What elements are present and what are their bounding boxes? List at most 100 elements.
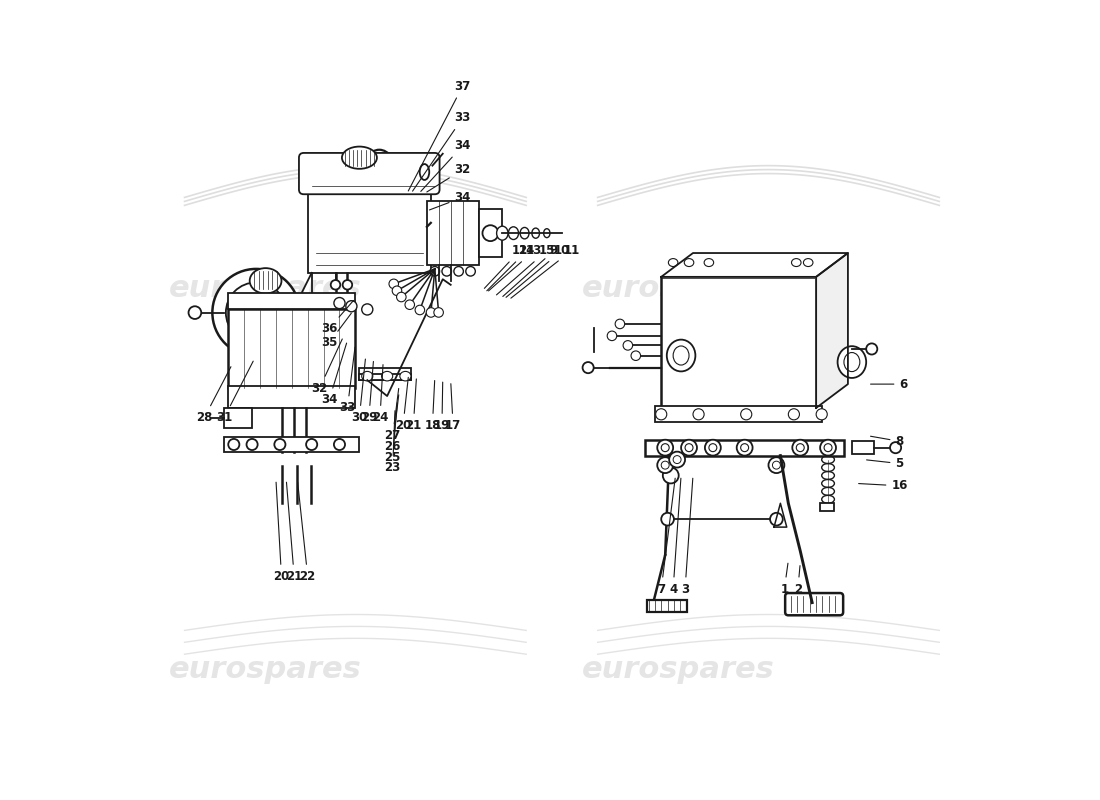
Text: 1: 1 bbox=[780, 563, 789, 595]
Text: 20: 20 bbox=[395, 378, 411, 432]
Text: 30: 30 bbox=[351, 359, 367, 424]
Bar bbox=[308, 190, 431, 273]
Text: 19: 19 bbox=[433, 382, 450, 432]
Bar bbox=[229, 309, 355, 388]
Bar bbox=[229, 293, 355, 309]
Ellipse shape bbox=[342, 146, 377, 169]
Ellipse shape bbox=[837, 346, 866, 378]
Ellipse shape bbox=[426, 308, 436, 318]
Ellipse shape bbox=[334, 298, 345, 309]
Ellipse shape bbox=[663, 467, 679, 483]
Bar bbox=[646, 440, 844, 456]
Polygon shape bbox=[661, 253, 848, 277]
Text: 35: 35 bbox=[321, 314, 351, 350]
Bar bbox=[360, 374, 411, 380]
Bar bbox=[427, 202, 478, 265]
Bar bbox=[360, 368, 411, 380]
Ellipse shape bbox=[331, 280, 340, 290]
Ellipse shape bbox=[708, 444, 717, 452]
Ellipse shape bbox=[685, 444, 693, 452]
Ellipse shape bbox=[532, 228, 539, 238]
Ellipse shape bbox=[393, 286, 402, 295]
Ellipse shape bbox=[770, 513, 783, 526]
Text: 8: 8 bbox=[870, 435, 904, 448]
Text: eurospares: eurospares bbox=[582, 274, 774, 302]
Text: 15: 15 bbox=[496, 244, 556, 295]
Text: 17: 17 bbox=[446, 384, 461, 432]
Ellipse shape bbox=[661, 444, 669, 452]
Ellipse shape bbox=[400, 371, 411, 381]
Bar bbox=[224, 438, 360, 452]
Ellipse shape bbox=[274, 439, 286, 450]
Text: 27: 27 bbox=[385, 389, 400, 442]
Ellipse shape bbox=[583, 362, 594, 373]
Ellipse shape bbox=[226, 282, 286, 342]
Text: eurospares: eurospares bbox=[582, 655, 774, 684]
Ellipse shape bbox=[334, 439, 345, 450]
Ellipse shape bbox=[803, 258, 813, 266]
Ellipse shape bbox=[792, 258, 801, 266]
Text: 7: 7 bbox=[657, 478, 675, 595]
Ellipse shape bbox=[673, 346, 689, 365]
Ellipse shape bbox=[496, 226, 508, 240]
Ellipse shape bbox=[246, 439, 257, 450]
Text: 12: 12 bbox=[484, 244, 528, 288]
Text: 2: 2 bbox=[794, 566, 802, 595]
Ellipse shape bbox=[623, 341, 632, 350]
Ellipse shape bbox=[656, 409, 667, 420]
Text: 16: 16 bbox=[859, 479, 908, 492]
Text: 26: 26 bbox=[385, 395, 400, 453]
Ellipse shape bbox=[615, 319, 625, 329]
Text: 14: 14 bbox=[487, 244, 535, 290]
Ellipse shape bbox=[250, 268, 282, 294]
Ellipse shape bbox=[382, 371, 393, 381]
Ellipse shape bbox=[543, 229, 550, 238]
Ellipse shape bbox=[737, 440, 752, 456]
Text: 21: 21 bbox=[405, 379, 421, 432]
Text: 10: 10 bbox=[506, 244, 570, 298]
Text: 6: 6 bbox=[870, 378, 907, 390]
Ellipse shape bbox=[520, 227, 529, 239]
Ellipse shape bbox=[306, 439, 317, 450]
Text: 24: 24 bbox=[372, 365, 388, 424]
Text: 34: 34 bbox=[421, 139, 471, 191]
Ellipse shape bbox=[693, 409, 704, 420]
Ellipse shape bbox=[673, 456, 681, 463]
Ellipse shape bbox=[483, 226, 498, 241]
Ellipse shape bbox=[454, 266, 463, 276]
Text: 5: 5 bbox=[867, 457, 904, 470]
Ellipse shape bbox=[821, 440, 836, 456]
Bar bbox=[224, 408, 252, 428]
Text: eurospares: eurospares bbox=[168, 655, 362, 684]
Ellipse shape bbox=[397, 292, 406, 302]
Text: 31: 31 bbox=[217, 361, 253, 424]
Text: 37: 37 bbox=[408, 80, 471, 191]
Ellipse shape bbox=[684, 258, 694, 266]
Text: 9: 9 bbox=[503, 244, 558, 297]
Ellipse shape bbox=[796, 444, 804, 452]
Ellipse shape bbox=[465, 266, 475, 276]
Ellipse shape bbox=[345, 301, 358, 312]
Ellipse shape bbox=[866, 343, 878, 354]
Ellipse shape bbox=[705, 440, 720, 456]
Ellipse shape bbox=[772, 461, 780, 469]
Text: 25: 25 bbox=[385, 402, 400, 464]
Text: 21: 21 bbox=[286, 482, 302, 583]
Text: 34: 34 bbox=[321, 343, 346, 406]
Ellipse shape bbox=[239, 295, 274, 330]
Text: 33: 33 bbox=[412, 111, 471, 191]
Ellipse shape bbox=[442, 266, 451, 276]
Ellipse shape bbox=[415, 306, 425, 314]
Ellipse shape bbox=[740, 409, 751, 420]
Text: 32: 32 bbox=[311, 339, 342, 394]
Ellipse shape bbox=[607, 331, 617, 341]
Ellipse shape bbox=[405, 300, 415, 310]
Ellipse shape bbox=[212, 269, 300, 356]
Bar bbox=[661, 277, 816, 408]
Ellipse shape bbox=[669, 452, 685, 467]
Ellipse shape bbox=[704, 258, 714, 266]
Text: 3: 3 bbox=[681, 478, 693, 595]
Ellipse shape bbox=[188, 306, 201, 319]
Text: 18: 18 bbox=[425, 381, 441, 432]
Text: 28: 28 bbox=[196, 366, 231, 424]
